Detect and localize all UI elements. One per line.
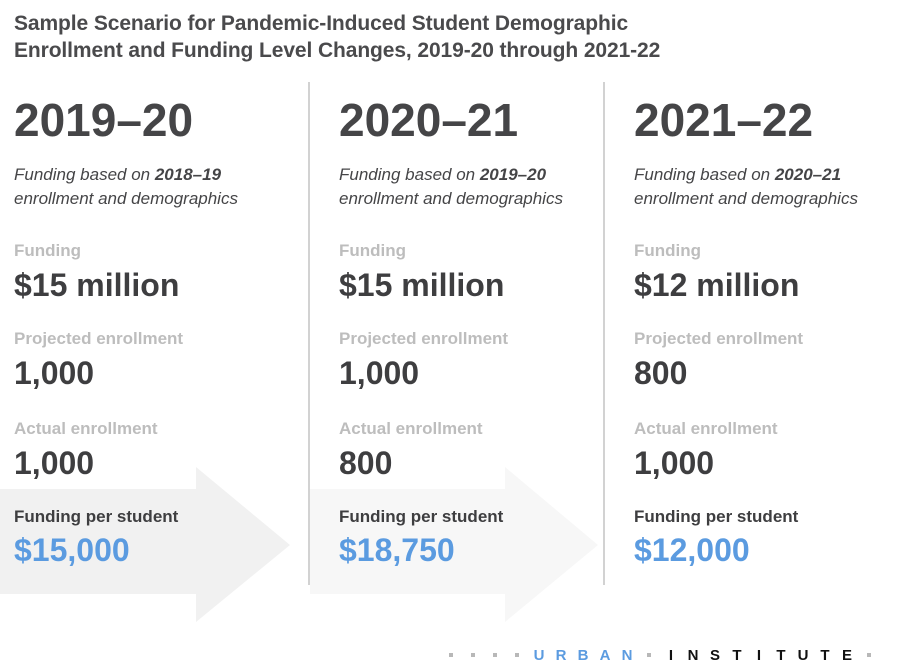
dot-icon [867, 653, 871, 657]
actual-enrollment-label: Actual enrollment [14, 419, 158, 438]
funding-label: Funding [634, 241, 702, 260]
funding-value: $15 million [14, 267, 180, 303]
dot-icon [647, 653, 651, 657]
funding-basis: Funding based on 2019–20 enrollment and … [339, 165, 563, 208]
column-divider-1 [308, 82, 310, 585]
basis-year: 2019–20 [479, 165, 547, 184]
actual-enrollment-label: Actual enrollment [634, 419, 778, 438]
projected-enrollment-value: 800 [634, 355, 688, 391]
dot-icon [449, 653, 453, 657]
funding-value: $15 million [339, 267, 505, 303]
actual-enrollment-value: 1,000 [14, 445, 95, 481]
per-student-label: Funding per student [14, 507, 179, 526]
column-divider-2 [603, 82, 605, 585]
year-heading: 2019–20 [14, 94, 194, 146]
projected-enrollment-value: 1,000 [14, 355, 95, 391]
arrow-2-icon [310, 467, 598, 622]
year-heading: 2020–21 [339, 94, 519, 146]
actual-enrollment-value: 800 [339, 445, 393, 481]
per-student-label: Funding per student [339, 507, 504, 526]
per-student-value: $18,750 [339, 532, 455, 568]
per-student-value: $15,000 [14, 532, 130, 568]
dot-icon [493, 653, 497, 657]
actual-enrollment-label: Actual enrollment [339, 419, 483, 438]
title-line-1: Sample Scenario for Pandemic-Induced Stu… [14, 12, 629, 35]
title-line-2: Enrollment and Funding Level Changes, 20… [14, 39, 661, 62]
per-student-label: Funding per student [634, 507, 799, 526]
per-student-value: $12,000 [634, 532, 750, 568]
basis-year: 2020–21 [774, 165, 842, 184]
actual-enrollment-value: 1,000 [634, 445, 715, 481]
funding-label: Funding [14, 241, 82, 260]
projected-enrollment-label: Projected enrollment [634, 329, 804, 348]
urban-institute-logo: U R B A N I N S T I T U T E [440, 646, 880, 664]
dot-icon [515, 653, 519, 657]
projected-enrollment-label: Projected enrollment [339, 329, 509, 348]
chart-title: Sample Scenario for Pandemic-Induced Stu… [14, 10, 894, 64]
projected-enrollment-label: Projected enrollment [14, 329, 184, 348]
funding-basis: Funding based on 2020–21 enrollment and … [634, 165, 858, 208]
basis-year: 2018–19 [154, 165, 222, 184]
projected-enrollment-value: 1,000 [339, 355, 420, 391]
year-heading: 2021–22 [634, 94, 814, 146]
funding-basis: Funding based on 2018–19 enrollment and … [14, 165, 238, 208]
funding-value: $12 million [634, 267, 800, 303]
dot-icon [471, 653, 475, 657]
funding-label: Funding [339, 241, 407, 260]
arrow-1-icon [0, 467, 290, 622]
